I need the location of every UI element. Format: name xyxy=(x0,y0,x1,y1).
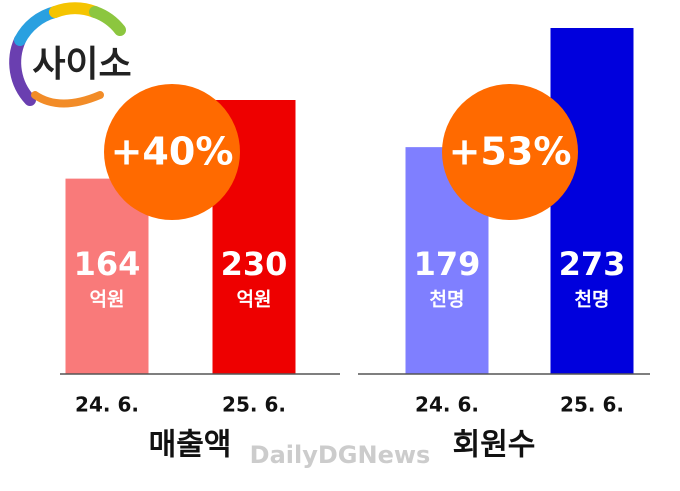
annotation: +40% xyxy=(111,130,234,174)
chart-title: 매출액 xyxy=(149,428,232,463)
watermark: DailyDGNews xyxy=(250,441,431,469)
x-tick-label: 25. 6. xyxy=(222,393,286,417)
logo-text: 사이소 xyxy=(32,44,131,85)
unit-label: 천명 xyxy=(575,289,610,311)
x-tick-label: 24. 6. xyxy=(75,393,139,417)
logo-arc xyxy=(49,2,101,18)
x-tick-label: 25. 6. xyxy=(560,393,624,417)
chart-title: 회원수 xyxy=(453,428,536,463)
value-label: 164 xyxy=(74,245,141,283)
logo-arc xyxy=(9,34,36,106)
x-tick-label: 24. 6. xyxy=(415,393,479,417)
logo-arc xyxy=(31,91,104,108)
annotation-badge xyxy=(104,84,240,220)
logo-arc xyxy=(14,6,61,46)
value-label: 273 xyxy=(559,245,626,283)
unit-label: 천명 xyxy=(430,289,465,311)
bar xyxy=(550,28,634,374)
unit-label: 억원 xyxy=(90,289,125,311)
annotation-badge xyxy=(442,84,578,220)
value-label: 230 xyxy=(221,245,288,283)
bar xyxy=(65,178,149,374)
unit-label: 억원 xyxy=(237,289,272,311)
logo: 사이소 xyxy=(9,2,132,108)
value-label: 179 xyxy=(414,245,481,283)
logo-arc xyxy=(89,6,126,36)
annotation: +53% xyxy=(449,130,572,174)
